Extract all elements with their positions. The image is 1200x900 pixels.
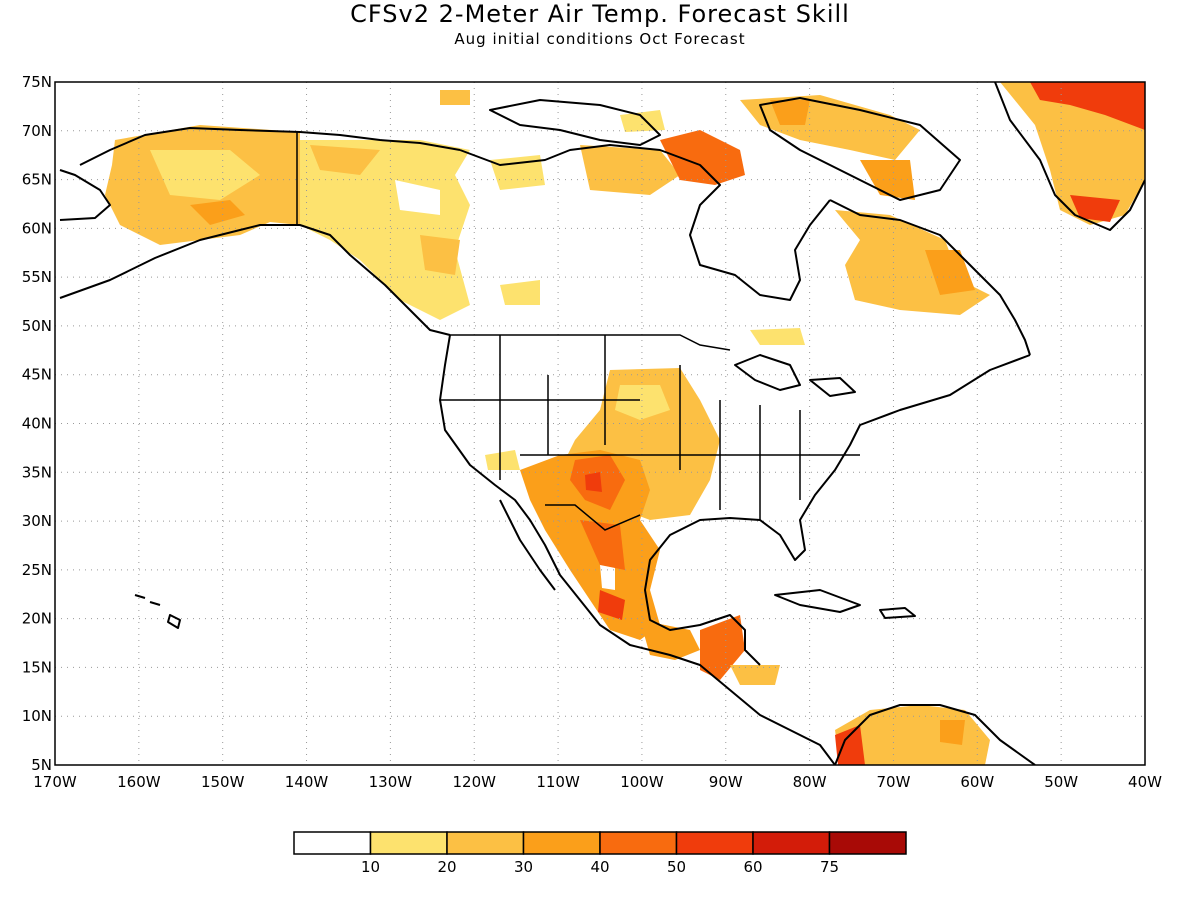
legend-label: 60	[743, 858, 762, 876]
lat-tick-label: 20N	[22, 610, 52, 628]
legend-label: 75	[820, 858, 839, 876]
lat-tick-label: 50N	[22, 317, 52, 335]
lon-tick-label: 160W	[117, 773, 161, 791]
legend-swatch	[293, 831, 372, 855]
lon-tick-label: 100W	[620, 773, 664, 791]
lat-tick-label: 25N	[22, 561, 52, 579]
lat-tick-label: 10N	[22, 707, 52, 725]
lon-tick-label: 50W	[1044, 773, 1078, 791]
legend-label: 10	[361, 858, 380, 876]
lat-tick-label: 15N	[22, 658, 52, 676]
legend-swatch	[522, 831, 601, 855]
legend-swatch	[599, 831, 678, 855]
lat-tick-label: 75N	[22, 73, 52, 91]
lon-tick-label: 170W	[33, 773, 77, 791]
lon-tick-label: 130W	[369, 773, 413, 791]
lon-tick-label: 110W	[536, 773, 580, 791]
map-title: CFSv2 2-Meter Air Temp. Forecast Skill	[350, 0, 850, 28]
legend-label: 20	[437, 858, 456, 876]
lon-tick-label: 80W	[793, 773, 827, 791]
legend-swatch	[446, 831, 525, 855]
lon-tick-label: 90W	[709, 773, 743, 791]
lat-tick-label: 55N	[22, 268, 52, 286]
skill-shading	[105, 82, 1145, 765]
lon-tick-label: 60W	[960, 773, 994, 791]
legend-swatch	[752, 831, 831, 855]
legend-label: 50	[667, 858, 686, 876]
lat-tick-label: 65N	[22, 171, 52, 189]
lat-tick-label: 45N	[22, 366, 52, 384]
coastlines	[59, 82, 1145, 765]
lon-tick-label: 40W	[1128, 773, 1162, 791]
lon-tick-label: 120W	[452, 773, 496, 791]
map-frame	[54, 81, 1146, 766]
lon-tick-label: 70W	[877, 773, 911, 791]
lon-tick-label: 140W	[285, 773, 329, 791]
legend-label: 40	[590, 858, 609, 876]
lat-tick-label: 70N	[22, 122, 52, 140]
color-legend: 10 20 30 40 50 60 75	[293, 831, 907, 876]
latitude-labels: 75N 70N 65N 60N 55N 50N 45N 40N 35N 30N 25N 20N 15N 1…	[22, 73, 52, 774]
lat-tick-label: 35N	[22, 463, 52, 481]
lat-tick-label: 60N	[22, 219, 52, 237]
longitude-labels: 170W 160W 150W 140W 130W 120W 110W 100W 90W 80W 70…	[33, 773, 1162, 791]
map-subtitle: Aug initial conditions Oct Forecast	[454, 30, 746, 48]
lat-tick-label: 40N	[22, 415, 52, 433]
legend-swatch	[828, 831, 907, 855]
lon-tick-label: 150W	[201, 773, 245, 791]
lat-tick-label: 5N	[31, 756, 52, 774]
legend-label: 30	[514, 858, 533, 876]
legend-swatch	[675, 831, 754, 855]
lat-tick-label: 30N	[22, 512, 52, 530]
legend-swatch	[369, 831, 448, 855]
political-borders	[296, 132, 860, 531]
